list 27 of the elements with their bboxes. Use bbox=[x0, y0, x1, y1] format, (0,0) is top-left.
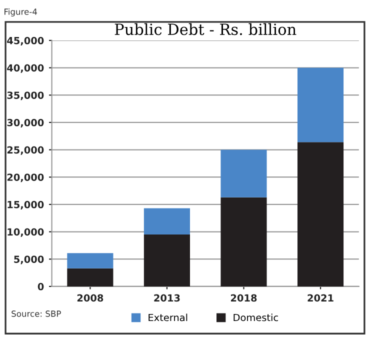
bar bbox=[67, 253, 114, 268]
x-tick-label: 2008 bbox=[77, 294, 104, 302]
legend-label: Domestic bbox=[234, 314, 278, 322]
y-tick-label: 40,000 bbox=[7, 64, 44, 73]
bar bbox=[220, 150, 267, 198]
source-note: Source: SBP bbox=[12, 310, 61, 317]
bar bbox=[297, 142, 344, 286]
text: Figure-4 bbox=[4, 8, 37, 16]
y-tick-label: 45,000 bbox=[7, 36, 44, 46]
y-tick-label: 10,000 bbox=[8, 228, 44, 237]
y-tick-label: 5,000 bbox=[14, 256, 44, 264]
y-tick-label: 35,000 bbox=[7, 92, 44, 100]
y-tick-label: 20,000 bbox=[7, 174, 44, 182]
chart-title: Public Debt - Rs. billion bbox=[114, 23, 296, 36]
bar bbox=[220, 197, 267, 286]
y-tick-label: 25,000 bbox=[7, 146, 44, 155]
y-tick-label: 0 bbox=[38, 282, 44, 290]
x-tick-label: 2021 bbox=[308, 294, 334, 302]
bar bbox=[144, 234, 190, 286]
x-tick-label: 2018 bbox=[230, 294, 257, 302]
x-tick-label: 2013 bbox=[154, 294, 180, 302]
y-tick-label: 15,000 bbox=[8, 200, 44, 210]
legend-label: External bbox=[148, 314, 188, 322]
bar bbox=[297, 68, 344, 142]
y-tick-label: 30,000 bbox=[7, 118, 44, 128]
bar bbox=[67, 268, 114, 286]
bar bbox=[144, 208, 190, 235]
